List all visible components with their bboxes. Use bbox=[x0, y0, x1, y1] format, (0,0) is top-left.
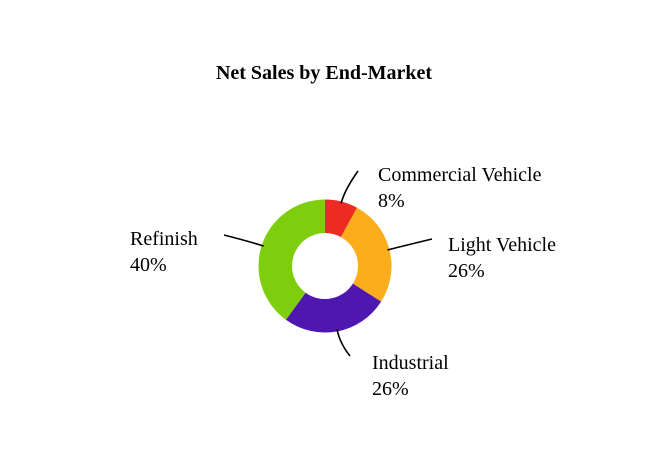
slice-labels: Commercial Vehicle 8% Light Vehicle 26% Indu… bbox=[130, 164, 556, 400]
slice-industrial bbox=[285, 283, 382, 333]
chart-title: Net Sales by End-Market bbox=[216, 62, 432, 84]
value-refinish: 40% bbox=[130, 254, 167, 276]
donut-slices bbox=[258, 199, 392, 333]
leader-commercial-vehicle bbox=[340, 170, 359, 204]
leader-lines bbox=[223, 170, 433, 357]
slice-light-vehicle bbox=[340, 207, 392, 302]
value-light-vehicle: 26% bbox=[448, 260, 485, 282]
label-industrial: Industrial bbox=[372, 352, 449, 374]
leader-light-vehicle bbox=[387, 238, 433, 251]
label-commercial-vehicle: Commercial Vehicle bbox=[378, 164, 542, 186]
value-commercial-vehicle: 8% bbox=[378, 190, 405, 212]
leader-refinish bbox=[223, 234, 264, 247]
label-light-vehicle: Light Vehicle bbox=[448, 234, 556, 256]
label-refinish: Refinish bbox=[130, 228, 198, 250]
slice-refinish bbox=[258, 199, 325, 320]
leader-industrial bbox=[336, 329, 351, 357]
value-industrial: 26% bbox=[372, 378, 409, 400]
slice-commercial-vehicle bbox=[325, 199, 358, 238]
